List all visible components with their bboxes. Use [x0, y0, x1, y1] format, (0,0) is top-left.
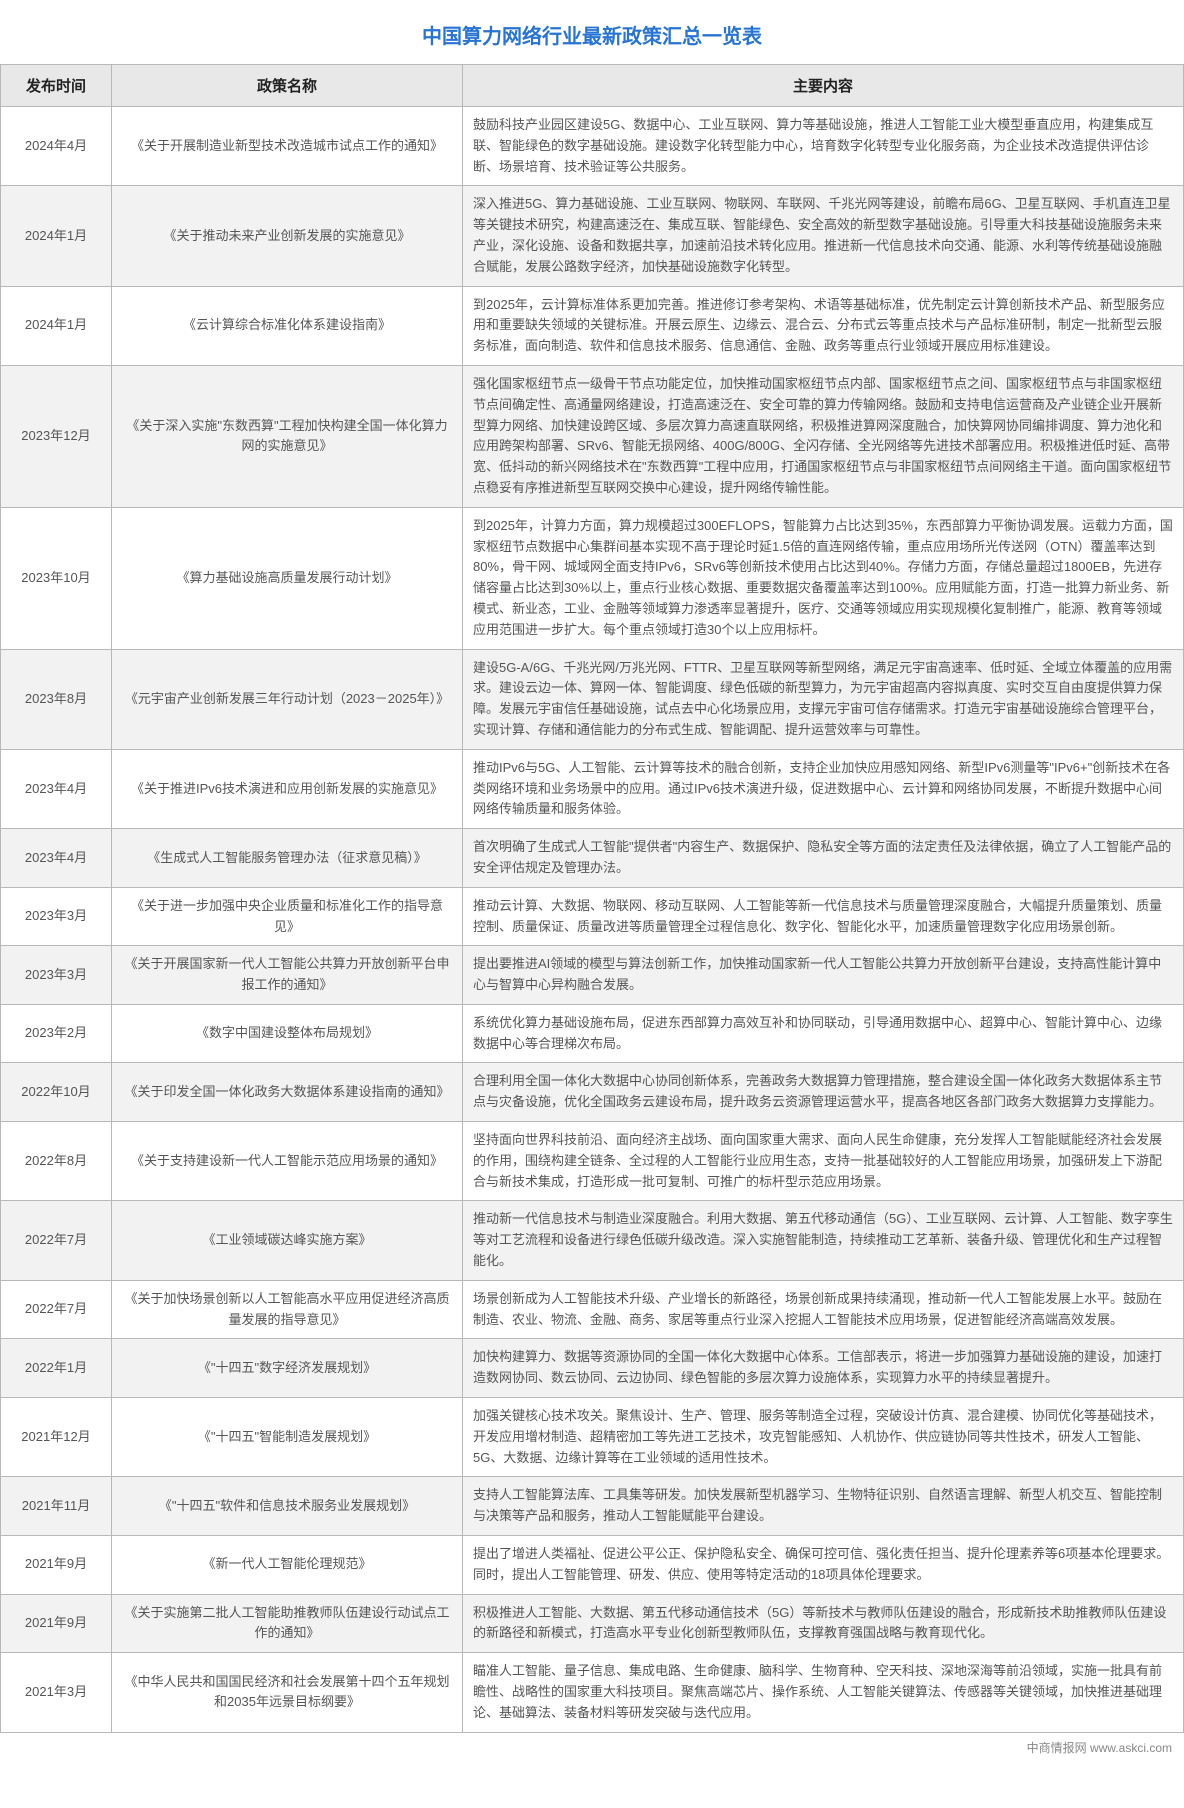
cell-content: 推动新一代信息技术与制造业深度融合。利用大数据、第五代移动通信（5G）、工业互联…	[463, 1201, 1184, 1280]
table-header-row: 发布时间 政策名称 主要内容	[1, 65, 1184, 107]
policy-table: 发布时间 政策名称 主要内容 2024年4月《关于开展制造业新型技术改造城市试点…	[0, 64, 1184, 1733]
cell-content: 到2025年，云计算标准体系更加完善。推进修订参考架构、术语等基础标准，优先制定…	[463, 286, 1184, 365]
cell-date: 2024年1月	[1, 186, 112, 286]
table-row: 2023年8月《元宇宙产业创新发展三年行动计划（2023－2025年）》建设5G…	[1, 649, 1184, 749]
table-row: 2022年1月《"十四五"数字经济发展规划》加快构建算力、数据等资源协同的全国一…	[1, 1339, 1184, 1398]
table-row: 2021年9月《新一代人工智能伦理规范》提出了增进人类福祉、促进公平公正、保护隐…	[1, 1536, 1184, 1595]
cell-policy-name: 《关于支持建设新一代人工智能示范应用场景的通知》	[112, 1122, 463, 1201]
table-row: 2024年1月《关于推动未来产业创新发展的实施意见》深入推进5G、算力基础设施、…	[1, 186, 1184, 286]
cell-content: 加强关键核心技术攻关。聚焦设计、生产、管理、服务等制造全过程，突破设计仿真、混合…	[463, 1398, 1184, 1477]
cell-content: 推动IPv6与5G、人工智能、云计算等技术的融合创新，支持企业加快应用感知网络、…	[463, 749, 1184, 828]
table-row: 2023年3月《关于开展国家新一代人工智能公共算力开放创新平台申报工作的通知》提…	[1, 946, 1184, 1005]
cell-policy-name: 《关于开展制造业新型技术改造城市试点工作的通知》	[112, 107, 463, 186]
cell-policy-name: 《关于进一步加强中央企业质量和标准化工作的指导意见》	[112, 887, 463, 946]
cell-date: 2021年11月	[1, 1477, 112, 1536]
cell-content: 场景创新成为人工智能技术升级、产业增长的新路径，场景创新成果持续涌现，推动新一代…	[463, 1280, 1184, 1339]
cell-date: 2021年12月	[1, 1398, 112, 1477]
cell-content: 提出要推进AI领域的模型与算法创新工作，加快推动国家新一代人工智能公共算力开放创…	[463, 946, 1184, 1005]
table-row: 2023年10月《算力基础设施高质量发展行动计划》到2025年，计算力方面，算力…	[1, 507, 1184, 649]
cell-policy-name: 《关于实施第二批人工智能助推教师队伍建设行动试点工作的通知》	[112, 1594, 463, 1653]
cell-date: 2021年3月	[1, 1653, 112, 1732]
cell-content: 首次明确了生成式人工智能"提供者"内容生产、数据保护、隐私安全等方面的法定责任及…	[463, 829, 1184, 888]
cell-date: 2023年3月	[1, 946, 112, 1005]
cell-policy-name: 《生成式人工智能服务管理办法（征求意见稿）》	[112, 829, 463, 888]
cell-policy-name: 《数字中国建设整体布局规划》	[112, 1004, 463, 1063]
cell-content: 积极推进人工智能、大数据、第五代移动通信技术（5G）等新技术与教师队伍建设的融合…	[463, 1594, 1184, 1653]
cell-content: 建设5G-A/6G、千兆光网/万兆光网、FTTR、卫星互联网等新型网络，满足元宇…	[463, 649, 1184, 749]
header-date: 发布时间	[1, 65, 112, 107]
cell-policy-name: 《中华人民共和国国民经济和社会发展第十四个五年规划和2035年远景目标纲要》	[112, 1653, 463, 1732]
table-row: 2022年10月《关于印发全国一体化政务大数据体系建设指南的通知》合理利用全国一…	[1, 1063, 1184, 1122]
cell-policy-name: 《元宇宙产业创新发展三年行动计划（2023－2025年）》	[112, 649, 463, 749]
cell-policy-name: 《关于推进IPv6技术演进和应用创新发展的实施意见》	[112, 749, 463, 828]
cell-date: 2023年3月	[1, 887, 112, 946]
cell-date: 2024年4月	[1, 107, 112, 186]
cell-content: 鼓励科技产业园区建设5G、数据中心、工业互联网、算力等基础设施，推进人工智能工业…	[463, 107, 1184, 186]
cell-policy-name: 《云计算综合标准化体系建设指南》	[112, 286, 463, 365]
cell-content: 到2025年，计算力方面，算力规模超过300EFLOPS，智能算力占比达到35%…	[463, 507, 1184, 649]
cell-date: 2023年4月	[1, 749, 112, 828]
table-row: 2023年12月《关于深入实施"东数西算"工程加快构建全国一体化算力网的实施意见…	[1, 365, 1184, 507]
header-content: 主要内容	[463, 65, 1184, 107]
cell-date: 2023年10月	[1, 507, 112, 649]
cell-date: 2022年7月	[1, 1280, 112, 1339]
table-row: 2021年9月《关于实施第二批人工智能助推教师队伍建设行动试点工作的通知》积极推…	[1, 1594, 1184, 1653]
cell-policy-name: 《算力基础设施高质量发展行动计划》	[112, 507, 463, 649]
table-row: 2021年3月《中华人民共和国国民经济和社会发展第十四个五年规划和2035年远景…	[1, 1653, 1184, 1732]
cell-date: 2023年4月	[1, 829, 112, 888]
cell-date: 2022年7月	[1, 1201, 112, 1280]
cell-content: 瞄准人工智能、量子信息、集成电路、生命健康、脑科学、生物育种、空天科技、深地深海…	[463, 1653, 1184, 1732]
cell-policy-name: 《关于推动未来产业创新发展的实施意见》	[112, 186, 463, 286]
table-row: 2022年7月《关于加快场景创新以人工智能高水平应用促进经济高质量发展的指导意见…	[1, 1280, 1184, 1339]
cell-date: 2022年1月	[1, 1339, 112, 1398]
cell-content: 支持人工智能算法库、工具集等研发。加快发展新型机器学习、生物特征识别、自然语言理…	[463, 1477, 1184, 1536]
table-row: 2022年7月《工业领域碳达峰实施方案》推动新一代信息技术与制造业深度融合。利用…	[1, 1201, 1184, 1280]
cell-date: 2023年12月	[1, 365, 112, 507]
cell-date: 2022年10月	[1, 1063, 112, 1122]
header-name: 政策名称	[112, 65, 463, 107]
cell-policy-name: 《新一代人工智能伦理规范》	[112, 1536, 463, 1595]
cell-content: 强化国家枢纽节点一级骨干节点功能定位，加快推动国家枢纽节点内部、国家枢纽节点之间…	[463, 365, 1184, 507]
cell-date: 2023年8月	[1, 649, 112, 749]
cell-date: 2024年1月	[1, 286, 112, 365]
cell-policy-name: 《关于开展国家新一代人工智能公共算力开放创新平台申报工作的通知》	[112, 946, 463, 1005]
table-row: 2023年3月《关于进一步加强中央企业质量和标准化工作的指导意见》推动云计算、大…	[1, 887, 1184, 946]
cell-policy-name: 《关于加快场景创新以人工智能高水平应用促进经济高质量发展的指导意见》	[112, 1280, 463, 1339]
cell-content: 合理利用全国一体化大数据中心协同创新体系，完善政务大数据算力管理措施，整合建设全…	[463, 1063, 1184, 1122]
cell-content: 深入推进5G、算力基础设施、工业互联网、物联网、车联网、千兆光网等建设，前瞻布局…	[463, 186, 1184, 286]
table-row: 2021年11月《"十四五"软件和信息技术服务业发展规划》支持人工智能算法库、工…	[1, 1477, 1184, 1536]
page-title: 中国算力网络行业最新政策汇总一览表	[0, 0, 1184, 64]
cell-policy-name: 《"十四五"软件和信息技术服务业发展规划》	[112, 1477, 463, 1536]
cell-date: 2021年9月	[1, 1594, 112, 1653]
cell-date: 2021年9月	[1, 1536, 112, 1595]
table-row: 2022年8月《关于支持建设新一代人工智能示范应用场景的通知》坚持面向世界科技前…	[1, 1122, 1184, 1201]
cell-date: 2022年8月	[1, 1122, 112, 1201]
cell-content: 系统优化算力基础设施布局，促进东西部算力高效互补和协同联动，引导通用数据中心、超…	[463, 1004, 1184, 1063]
table-row: 2024年1月《云计算综合标准化体系建设指南》到2025年，云计算标准体系更加完…	[1, 286, 1184, 365]
table-row: 2021年12月《"十四五"智能制造发展规划》加强关键核心技术攻关。聚焦设计、生…	[1, 1398, 1184, 1477]
table-row: 2024年4月《关于开展制造业新型技术改造城市试点工作的通知》鼓励科技产业园区建…	[1, 107, 1184, 186]
table-row: 2023年4月《生成式人工智能服务管理办法（征求意见稿）》首次明确了生成式人工智…	[1, 829, 1184, 888]
cell-policy-name: 《关于深入实施"东数西算"工程加快构建全国一体化算力网的实施意见》	[112, 365, 463, 507]
table-row: 2023年4月《关于推进IPv6技术演进和应用创新发展的实施意见》推动IPv6与…	[1, 749, 1184, 828]
cell-content: 加快构建算力、数据等资源协同的全国一体化大数据中心体系。工信部表示，将进一步加强…	[463, 1339, 1184, 1398]
cell-content: 提出了增进人类福祉、促进公平公正、保护隐私安全、确保可控可信、强化责任担当、提升…	[463, 1536, 1184, 1595]
cell-policy-name: 《"十四五"数字经济发展规划》	[112, 1339, 463, 1398]
cell-date: 2023年2月	[1, 1004, 112, 1063]
cell-content: 推动云计算、大数据、物联网、移动互联网、人工智能等新一代信息技术与质量管理深度融…	[463, 887, 1184, 946]
cell-policy-name: 《关于印发全国一体化政务大数据体系建设指南的通知》	[112, 1063, 463, 1122]
cell-policy-name: 《"十四五"智能制造发展规划》	[112, 1398, 463, 1477]
cell-policy-name: 《工业领域碳达峰实施方案》	[112, 1201, 463, 1280]
cell-content: 坚持面向世界科技前沿、面向经济主战场、面向国家重大需求、面向人民生命健康，充分发…	[463, 1122, 1184, 1201]
source-footer: 中商情报网 www.askci.com	[0, 1733, 1184, 1766]
table-row: 2023年2月《数字中国建设整体布局规划》系统优化算力基础设施布局，促进东西部算…	[1, 1004, 1184, 1063]
